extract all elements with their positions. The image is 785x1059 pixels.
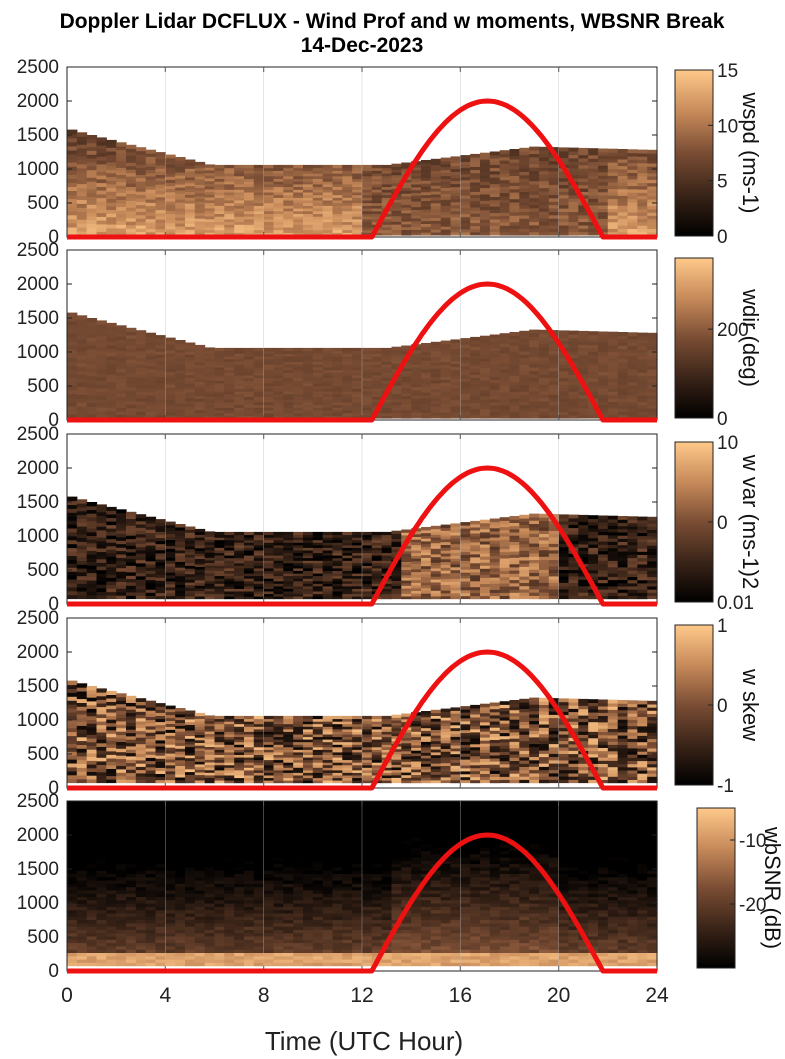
x-axis-label: Time (UTC Hour) <box>265 1026 463 1056</box>
sun-elevation-curve <box>67 98 657 240</box>
y-tick-label: 1500 <box>17 676 59 697</box>
x-tick-label: 16 <box>449 984 472 1007</box>
heatmap-cells <box>67 496 658 600</box>
x-tick-label: 24 <box>645 984 669 1007</box>
sun-elevation-curve <box>67 281 657 423</box>
chart-title-line2: 14-Dec-2023 <box>301 34 424 57</box>
y-tick-label: 500 <box>27 193 59 214</box>
colorbar-tick-label: 0.01 <box>717 593 754 614</box>
sun-elevation-curve <box>67 832 657 974</box>
y-tick-label: 0 <box>48 961 59 982</box>
chart-title-line1: Doppler Lidar DCFLUX - Wind Prof and w m… <box>60 10 725 33</box>
y-tick-label: 0 <box>48 778 59 799</box>
y-tick-label: 0 <box>48 410 59 431</box>
y-tick-label: 1500 <box>17 308 59 329</box>
colorbar-tick-label: 0 <box>717 409 728 430</box>
colorbar-label: w skew <box>738 668 763 741</box>
x-tick-label: 20 <box>547 984 570 1007</box>
sun-elevation-curve <box>67 465 657 607</box>
y-tick-label: 1000 <box>17 893 59 914</box>
y-tick-label: 500 <box>27 927 59 948</box>
y-tick-label: 2500 <box>17 608 59 629</box>
y-tick-label: 2000 <box>17 274 59 295</box>
y-tick-label: 2500 <box>17 791 59 812</box>
panel-3: 0 500 1000 1500 2000 2500 0.01 0 10w var (ms-1)2 <box>17 424 763 615</box>
y-tick-label: 500 <box>27 376 59 397</box>
colorbar: 0.01 0 10w var (ms-1)2 <box>674 433 763 614</box>
heatmap-cells <box>67 129 658 236</box>
heatmap-cells <box>67 680 658 784</box>
y-tick-label: 1000 <box>17 342 59 363</box>
colorbar-tick-label: 1 <box>717 616 728 637</box>
y-tick-label: 1000 <box>17 159 59 180</box>
colorbar-tick-label: 10 <box>717 116 738 137</box>
colorbar-tick-label: -10 <box>739 831 766 852</box>
colorbar-tick-label: 10 <box>717 433 738 454</box>
panel-4: 0 500 1000 1500 2000 2500 -1 0 1 w skew <box>17 608 763 799</box>
y-tick-label: 0 <box>48 227 59 248</box>
y-tick-label: 2500 <box>17 424 59 445</box>
y-tick-label: 2000 <box>17 91 59 112</box>
colorbar-label: wdir (deg) <box>738 288 763 387</box>
y-tick-label: 1500 <box>17 492 59 513</box>
y-tick-label: 2000 <box>17 825 59 846</box>
colorbar-tick-label: 15 <box>717 61 738 82</box>
y-tick-label: 0 <box>48 594 59 615</box>
y-tick-label: 2500 <box>17 57 59 78</box>
y-tick-label: 1500 <box>17 859 59 880</box>
x-tick-label: 4 <box>159 984 171 1007</box>
panel-5: 0 500 1000 1500 2000 2500 0 4 8 12 16 20 24 -20 -10wbS… <box>17 791 785 1007</box>
sun-elevation-curve <box>67 649 657 791</box>
x-tick-label: 0 <box>61 984 73 1007</box>
colorbar-tick-label: 0 <box>717 227 728 248</box>
heatmap-cells <box>67 801 658 967</box>
x-tick-label: 12 <box>350 984 373 1007</box>
colorbar-tick-label: -1 <box>717 776 734 797</box>
y-tick-label: 2000 <box>17 642 59 663</box>
colorbar-tick-label: -20 <box>739 895 766 916</box>
y-tick-label: 500 <box>27 560 59 581</box>
colorbar-label: wspd (ms-1) <box>738 91 763 213</box>
colorbar-tick-label: 0 <box>717 513 728 534</box>
y-tick-label: 1000 <box>17 526 59 547</box>
y-tick-label: 2000 <box>17 458 59 479</box>
y-tick-label: 500 <box>27 744 59 765</box>
colorbar-tick-label: 0 <box>717 696 728 717</box>
x-tick-label: 8 <box>258 984 270 1007</box>
y-tick-label: 1500 <box>17 125 59 146</box>
colorbar-tick-label: 200 <box>717 320 749 341</box>
colorbar: -1 0 1 w skew <box>674 616 763 797</box>
y-tick-label: 1000 <box>17 710 59 731</box>
colorbar-label: wbSNR (dB) <box>760 826 785 949</box>
y-tick-label: 2500 <box>17 240 59 261</box>
colorbar-label: w var (ms-1)2 <box>738 454 763 589</box>
heatmap-cells <box>67 312 658 419</box>
colorbar-tick-label: 5 <box>717 172 728 193</box>
